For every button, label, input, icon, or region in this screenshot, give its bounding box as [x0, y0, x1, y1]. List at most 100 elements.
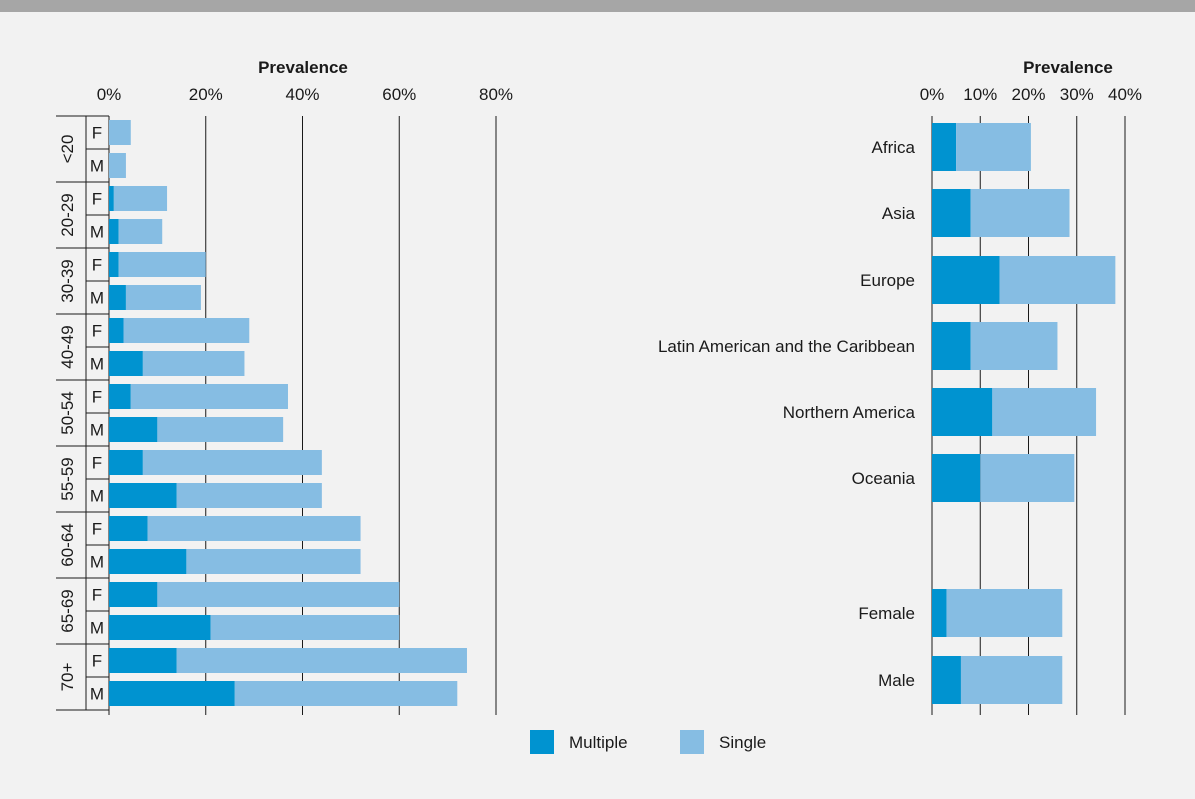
left-age-group-label: 40-49: [58, 325, 77, 368]
left-bar-multiple: [109, 450, 143, 475]
left-bar-multiple: [109, 219, 119, 244]
left-sex-label: M: [90, 289, 104, 308]
right-chart-region-sex: Prevalence 0% 10% 20% 30% 40% Africa Asia Euro…: [658, 58, 1142, 715]
right-bar-multiple: [932, 322, 971, 370]
left-bar-multiple: [109, 318, 124, 343]
left-x-tick: 80%: [479, 85, 513, 104]
legend-label-single: Single: [719, 733, 766, 752]
left-sex-label: M: [90, 685, 104, 704]
left-sex-label: M: [90, 157, 104, 176]
left-bar-single: [142, 351, 245, 376]
left-bar-multiple: [109, 351, 143, 376]
left-bar-single: [234, 681, 458, 706]
right-bar-multiple: [932, 454, 981, 502]
right-bar-multiple: [932, 656, 961, 704]
left-chart-axis-title: Prevalence: [258, 58, 348, 77]
legend-label-multiple: Multiple: [569, 733, 628, 752]
right-category-label: Europe: [860, 271, 915, 290]
left-sex-label: M: [90, 355, 104, 374]
left-age-group-label: 60-64: [58, 523, 77, 566]
right-x-tick: 0%: [920, 85, 945, 104]
left-bar-single: [176, 648, 467, 673]
right-x-tick: 10%: [963, 85, 997, 104]
left-sex-label: F: [92, 322, 102, 341]
right-bar-multiple: [932, 256, 1000, 304]
left-sex-label: F: [92, 190, 102, 209]
left-bar-single: [176, 483, 322, 508]
left-bar-single: [118, 219, 163, 244]
left-bar-single: [109, 153, 126, 178]
left-age-group-label: 30-39: [58, 259, 77, 302]
left-bar-multiple: [109, 648, 177, 673]
left-x-tick: 60%: [382, 85, 416, 104]
left-sex-label: F: [92, 454, 102, 473]
right-bar-multiple: [932, 589, 947, 637]
right-bar-multiple: [932, 123, 957, 171]
left-x-tick: 20%: [189, 85, 223, 104]
top-bar: [0, 0, 1195, 12]
left-bar-single: [210, 615, 400, 640]
left-age-group-label: 55-59: [58, 457, 77, 500]
left-bar-single: [186, 549, 361, 574]
left-age-group-label: 70+: [58, 663, 77, 692]
left-bar-single: [113, 186, 168, 211]
left-bar-multiple: [109, 285, 126, 310]
left-x-tick: 40%: [285, 85, 319, 104]
right-category-label: Female: [858, 604, 915, 623]
right-bar-single: [980, 454, 1075, 502]
left-bar-multiple: [109, 582, 158, 607]
left-bar-single: [123, 318, 250, 343]
right-bar-single: [946, 589, 1063, 637]
left-bar-single: [157, 417, 284, 442]
right-category-label: Northern America: [783, 403, 916, 422]
right-bar-single: [999, 256, 1116, 304]
left-sex-label: M: [90, 619, 104, 638]
right-category-label: Male: [878, 671, 915, 690]
left-bar-multiple: [109, 516, 148, 541]
left-sex-label: M: [90, 553, 104, 572]
legend-swatch-multiple: [530, 730, 554, 754]
left-age-group-label: 50-54: [58, 391, 77, 434]
left-sex-label: F: [92, 586, 102, 605]
legend: Multiple Single: [530, 730, 766, 754]
left-sex-label: F: [92, 652, 102, 671]
right-bar-single: [970, 322, 1058, 370]
left-x-tick: 0%: [97, 85, 122, 104]
left-bar-multiple: [109, 615, 211, 640]
right-bar-multiple: [932, 388, 993, 436]
legend-swatch-single: [680, 730, 704, 754]
right-x-tick: 40%: [1108, 85, 1142, 104]
left-chart-age-sex: Prevalence 0% 20% 40% 60% 80% FMFMFMFMFMFMFM…: [56, 58, 513, 715]
right-bar-single: [970, 189, 1070, 237]
right-category-label: Oceania: [852, 469, 916, 488]
left-sex-label: M: [90, 487, 104, 506]
right-category-label: Asia: [882, 204, 916, 223]
right-bar-single: [960, 656, 1063, 704]
right-category-label: Africa: [872, 138, 916, 157]
left-bar-multiple: [109, 252, 119, 277]
left-age-group-label: 20-29: [58, 193, 77, 236]
left-bar-multiple: [109, 417, 158, 442]
left-bar-single: [109, 120, 131, 145]
left-sex-label: F: [92, 520, 102, 539]
right-category-label: Latin American and the Caribbean: [658, 337, 915, 356]
right-x-tick: 30%: [1060, 85, 1094, 104]
right-bar-single: [992, 388, 1097, 436]
left-bar-single: [118, 252, 206, 277]
left-bar-multiple: [109, 186, 114, 211]
left-bar-single: [157, 582, 400, 607]
right-bar-single: [956, 123, 1031, 171]
right-chart-axis-title: Prevalence: [1023, 58, 1113, 77]
left-age-group-label: 65-69: [58, 589, 77, 632]
left-bar-multiple: [109, 384, 131, 409]
right-bar-multiple: [932, 189, 971, 237]
left-bar-multiple: [109, 681, 235, 706]
left-sex-label: F: [92, 124, 102, 143]
left-bar-single: [142, 450, 322, 475]
left-bar-single: [147, 516, 361, 541]
left-sex-label: M: [90, 223, 104, 242]
left-bar-single: [130, 384, 288, 409]
left-bar-single: [125, 285, 201, 310]
left-sex-label: M: [90, 421, 104, 440]
